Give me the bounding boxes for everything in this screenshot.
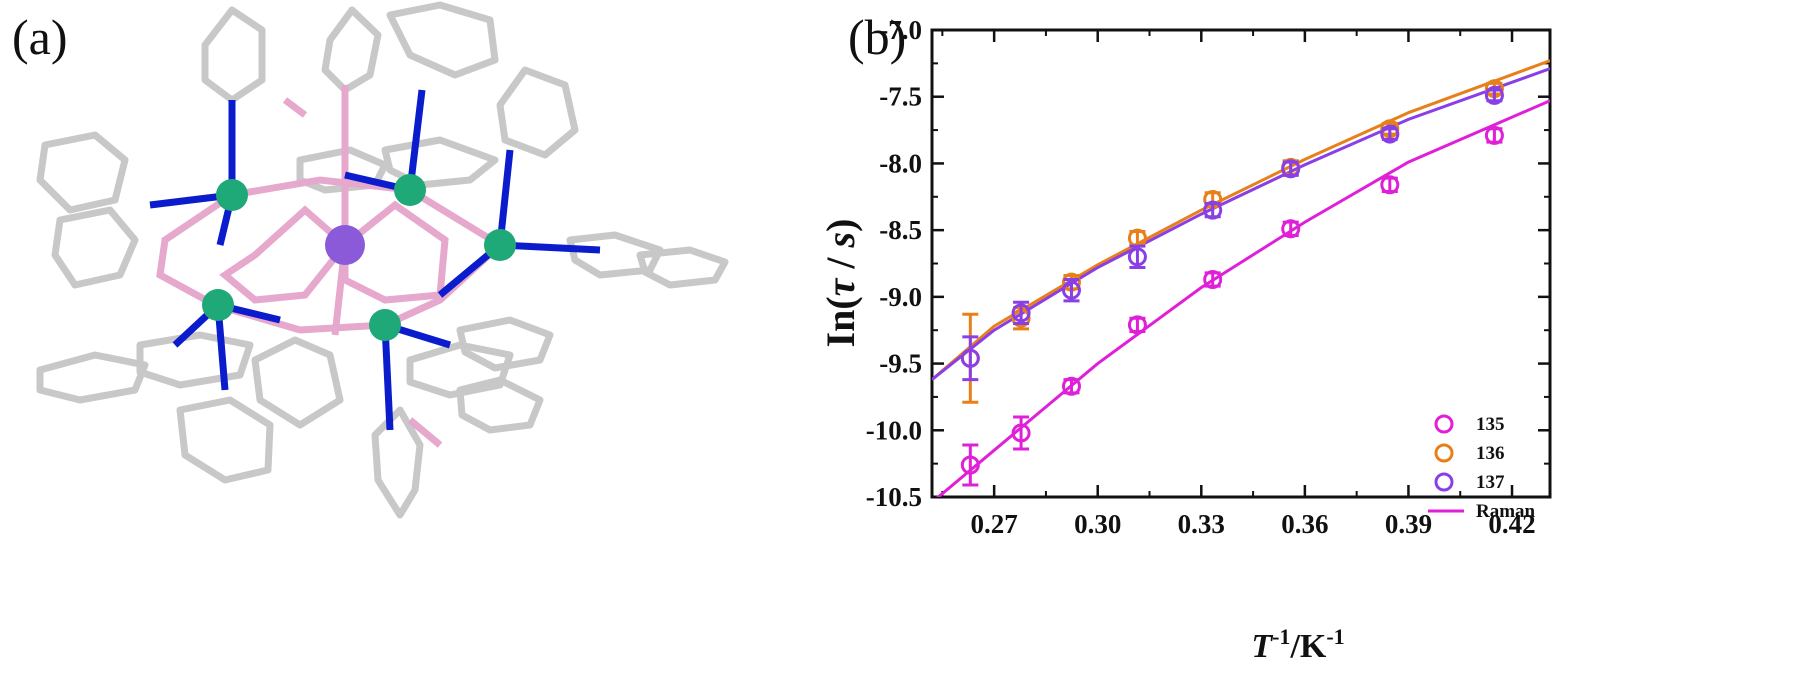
metal-atom — [394, 174, 426, 206]
y-tick-label: -10.5 — [866, 482, 922, 512]
fit-lines — [932, 59, 1550, 497]
data-point-137 — [1203, 200, 1223, 220]
legend-label: Raman — [1476, 501, 1536, 522]
metal-atom — [202, 289, 234, 321]
fit-line-136 — [932, 59, 1550, 381]
y-tick-label: -9.5 — [879, 349, 922, 379]
legend-label: 135 — [1476, 414, 1505, 435]
legend-label: 137 — [1476, 472, 1505, 493]
y-tick-label: -9.0 — [879, 282, 922, 312]
fit-line-137 — [932, 67, 1550, 381]
data-point-135 — [960, 455, 980, 475]
x-tick-label: 0.42 — [1488, 509, 1535, 539]
fit-line-135 — [935, 99, 1550, 497]
molecular-structure-image — [36, 1, 729, 519]
y-axis-title: In(τ / s) — [818, 219, 863, 348]
data-point-137 — [1061, 280, 1081, 300]
metal-atom — [216, 179, 248, 211]
y-tick-label: -8.5 — [879, 215, 922, 245]
data-point-135 — [1484, 125, 1504, 145]
data-point-137 — [960, 348, 980, 368]
x-tick-label: 0.30 — [1074, 509, 1121, 539]
legend-label: 136 — [1476, 443, 1505, 464]
axes: -7.0 -7.5 -8.0 -8.5 -9.0 -9.5 -10.0 -10.5 0.27 0.… — [866, 15, 1552, 539]
data-point-137 — [1127, 247, 1147, 267]
data-point-137 — [1011, 303, 1031, 323]
legend-marker-136 — [1434, 443, 1454, 463]
data-point-137 — [1484, 85, 1504, 105]
panel-b-label: (b) — [848, 9, 907, 65]
central-atom — [325, 225, 365, 265]
y-tick-label: -8.0 — [879, 148, 922, 178]
panel-a-label: (a) — [12, 9, 68, 65]
metal-atom — [484, 229, 516, 261]
x-tick-label: 0.27 — [971, 509, 1018, 539]
y-tick-label: -10.0 — [866, 415, 922, 445]
legend-marker-135 — [1434, 414, 1454, 434]
data-point-135 — [1061, 376, 1081, 396]
metal-atom — [369, 309, 401, 341]
data-point-135 — [1380, 175, 1400, 195]
x-tick-label: 0.39 — [1385, 509, 1432, 539]
data-point-135 — [1203, 270, 1223, 290]
y-tick-label: -7.0 — [879, 15, 922, 45]
metal-atoms — [202, 174, 516, 341]
y-tick-label: -7.5 — [879, 82, 922, 112]
data-point-137 — [1380, 124, 1400, 144]
legend-marker-137 — [1434, 472, 1454, 492]
data-point-135 — [1281, 219, 1301, 239]
data-point-137 — [1281, 159, 1301, 179]
legend: 135 136 137 Raman — [1428, 414, 1536, 522]
data-point-135 — [1127, 315, 1147, 335]
data-point-135 — [1011, 423, 1031, 443]
data-points — [960, 79, 1504, 487]
x-tick-label: 0.36 — [1281, 509, 1328, 539]
x-axis-title: T-1/K-1 — [1251, 624, 1344, 665]
x-tick-label: 0.33 — [1178, 509, 1225, 539]
